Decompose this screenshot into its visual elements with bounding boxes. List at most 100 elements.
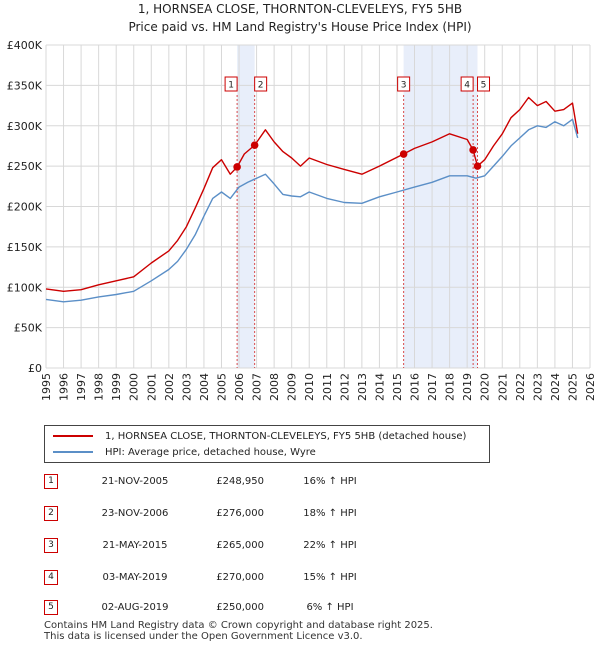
x-tick-label: 1996 (58, 373, 71, 401)
series-lines (45, 96, 579, 303)
transaction-date: 03-MAY-2019 (102, 572, 168, 583)
x-tick-label: 2021 (496, 373, 509, 401)
sale-label-box (224, 76, 238, 92)
y-tick-label: £50K (14, 322, 43, 335)
legend-item-property: 1, HORNSEA CLOSE, THORNTON-CLEVELEYS, FY… (53, 429, 466, 443)
transaction-date: 21-NOV-2005 (101, 476, 169, 487)
transaction-hpi-diff: 15% ↑ HPI (303, 572, 357, 583)
transaction-price: £276,000 (216, 508, 264, 519)
sale-date-lines (236, 95, 479, 368)
footer: Contains HM Land Registry data © Crown c… (44, 620, 433, 642)
sale-label-box (460, 76, 474, 92)
x-tick-label: 2016 (409, 373, 422, 401)
sale-marker (399, 150, 408, 158)
x-tick-label: 2000 (128, 373, 141, 401)
x-tick-label: 2015 (391, 373, 404, 401)
transaction-price: £270,000 (216, 572, 264, 583)
x-tick-label: 2019 (461, 373, 474, 401)
y-tick-label: £100K (7, 281, 43, 294)
x-tick-label: 2006 (233, 373, 246, 401)
table-row: 1 21-NOV-2005 £248,950 16% ↑ HPI (0, 470, 600, 490)
legend-label-property: 1, HORNSEA CLOSE, THORNTON-CLEVELEYS, FY… (105, 430, 467, 442)
sale-markers (233, 141, 482, 171)
x-tick-label: 1995 (40, 373, 53, 401)
x-tick-label: 2022 (514, 373, 527, 401)
x-tick-label: 2018 (444, 373, 457, 401)
sale-labels: 1 2 3 4 5 (224, 76, 491, 92)
legend-item-hpi: HPI: Average price, detached house, Wyre (53, 445, 316, 459)
y-tick-label: £0 (28, 362, 42, 375)
legend-label-hpi: HPI: Average price, detached house, Wyre (105, 446, 316, 458)
transaction-hpi-diff: 16% ↑ HPI (303, 476, 357, 487)
transaction-number: 1 (44, 474, 58, 489)
sale-marker (473, 162, 482, 170)
transaction-price: £265,000 (216, 540, 264, 551)
x-tick-label: 2010 (303, 373, 316, 401)
transaction-number: 3 (44, 538, 58, 553)
grid-lines (45, 44, 591, 369)
sale-label-box (477, 76, 491, 92)
footer-licence: This data is licensed under the Open Gov… (44, 631, 363, 642)
x-tick-label: 2013 (356, 373, 369, 401)
chart-subtitle: Price paid vs. HM Land Registry's House … (128, 20, 472, 34)
legend: 1, HORNSEA CLOSE, THORNTON-CLEVELEYS, FY… (44, 425, 490, 463)
x-tick-label: 2004 (198, 373, 211, 401)
y-tick-label: £200K (7, 201, 43, 214)
transaction-number: 2 (44, 506, 58, 521)
transaction-number: 5 (44, 600, 58, 615)
axes: £0 £50K £100K £150K £200K £250K £300K £350K £400… (7, 39, 597, 401)
x-tick-label: 2007 (251, 373, 264, 401)
y-tick-label: £300K (7, 120, 43, 133)
transaction-hpi-diff: 18% ↑ HPI (303, 508, 357, 519)
legend-swatch-property (53, 435, 93, 437)
y-tick-label: £250K (7, 160, 43, 173)
table-row: 2 23-NOV-2006 £276,000 18% ↑ HPI (0, 502, 600, 522)
x-tick-label: 2008 (268, 373, 281, 401)
x-tick-label: 2003 (180, 373, 193, 401)
transaction-number: 4 (44, 570, 58, 585)
sale-marker (469, 146, 477, 154)
x-tick-label: 2017 (426, 373, 439, 401)
x-tick-label: 2009 (286, 373, 299, 401)
legend-swatch-hpi (53, 451, 93, 453)
table-row: 3 21-MAY-2015 £265,000 22% ↑ HPI (0, 534, 600, 554)
table-row: 5 02-AUG-2019 £250,000 6% ↑ HPI (0, 596, 600, 616)
sale-label-box (397, 76, 411, 92)
x-tick-label: 2026 (584, 373, 597, 401)
x-tick-label: 2020 (479, 373, 492, 401)
hpi-line (45, 118, 579, 303)
sale-label: 1 (228, 81, 234, 91)
y-tick-label: £150K (7, 241, 43, 254)
sale-label-box (254, 76, 268, 92)
x-tick-label: 2001 (145, 373, 158, 401)
transaction-date: 23-NOV-2006 (101, 508, 169, 519)
x-tick-label: 1997 (75, 373, 88, 401)
x-tick-label: 2025 (566, 373, 579, 401)
sale-label: 3 (401, 81, 407, 91)
x-tick-label: 2005 (215, 373, 228, 401)
table-row: 4 03-MAY-2019 £270,000 15% ↑ HPI (0, 566, 600, 586)
transaction-date: 02-AUG-2019 (101, 602, 169, 613)
sale-label: 4 (464, 81, 470, 91)
transaction-hpi-diff: 22% ↑ HPI (303, 540, 357, 551)
y-tick-label: £400K (7, 39, 43, 52)
transaction-date: 21-MAY-2015 (102, 540, 168, 551)
x-tick-label: 2012 (338, 373, 351, 401)
sale-marker (250, 141, 259, 149)
price-chart: 1 2 3 4 5 £0 £50K £100K £150K £200K £250K £300K £35… (7, 39, 597, 401)
y-tick-label: £350K (7, 79, 43, 92)
x-tick-label: 1998 (93, 373, 106, 401)
footer-copyright: Contains HM Land Registry data © Crown c… (44, 620, 433, 631)
transaction-price: £248,950 (216, 476, 264, 487)
x-tick-label: 2011 (321, 373, 334, 401)
x-tick-label: 1999 (110, 373, 123, 401)
x-tick-label: 2024 (549, 373, 562, 401)
transaction-hpi-diff: 6% ↑ HPI (306, 602, 354, 613)
sale-marker (233, 163, 241, 171)
x-tick-label: 2002 (163, 373, 176, 401)
sale-label: 2 (258, 81, 264, 91)
chart-title: 1, HORNSEA CLOSE, THORNTON-CLEVELEYS, FY… (137, 2, 463, 16)
x-tick-label: 2014 (373, 373, 386, 401)
sale-label: 5 (481, 81, 487, 91)
x-tick-label: 2023 (531, 373, 544, 401)
